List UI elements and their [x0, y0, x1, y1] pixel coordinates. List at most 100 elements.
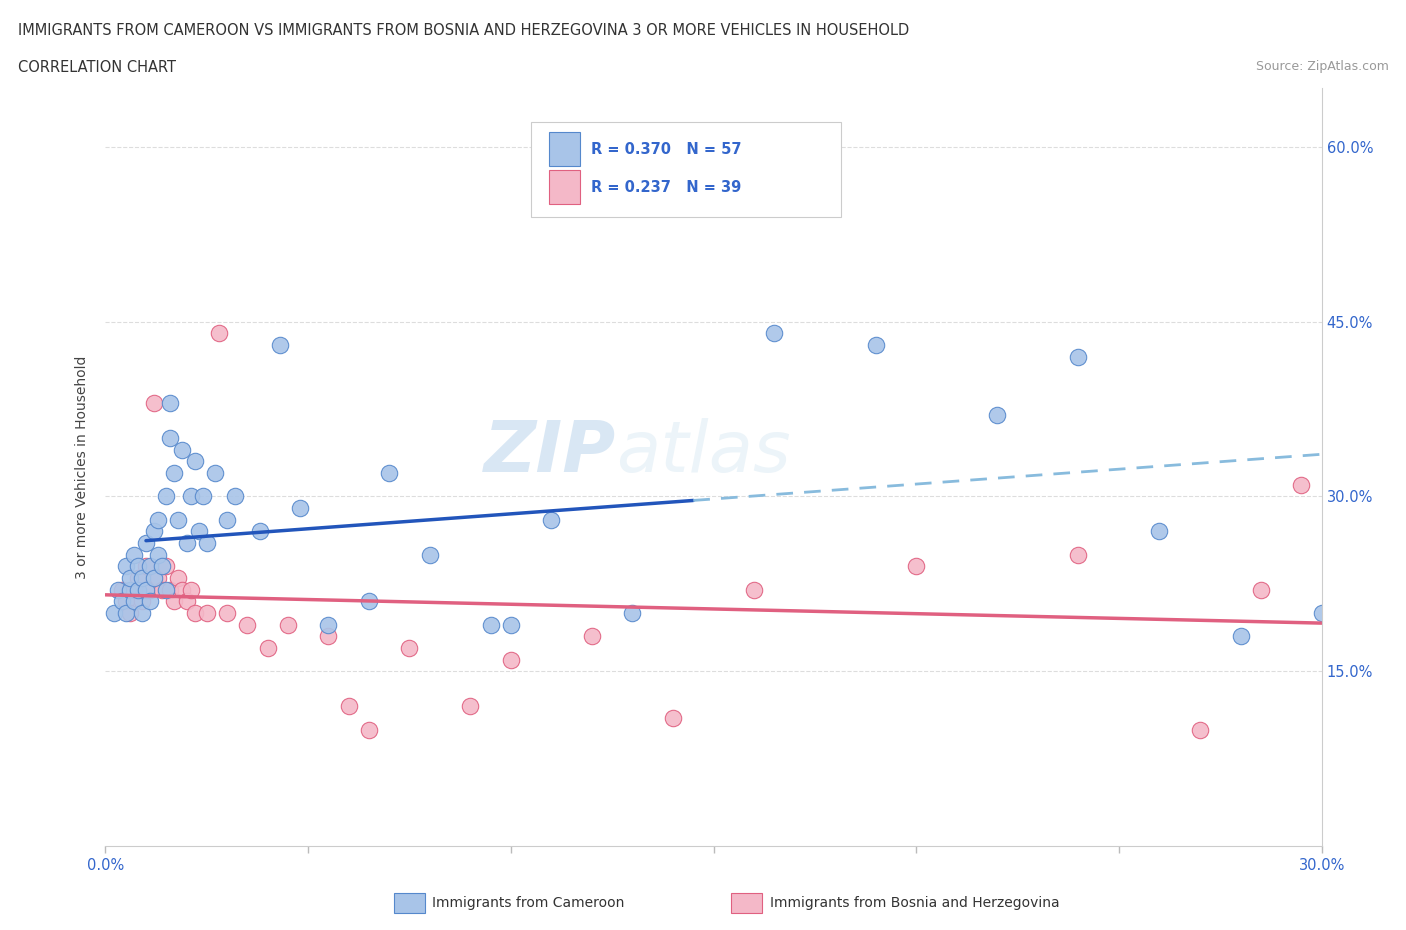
Point	[127, 571, 149, 586]
Point	[1310, 605, 1333, 620]
Text: R = 0.237   N = 39: R = 0.237 N = 39	[591, 180, 741, 195]
Point	[172, 582, 194, 597]
Point	[905, 559, 928, 574]
Point	[204, 466, 226, 481]
Point	[288, 500, 311, 515]
Point	[479, 618, 502, 632]
Point	[146, 548, 169, 563]
Point	[150, 559, 173, 574]
Point	[217, 512, 239, 527]
Point	[1189, 723, 1212, 737]
Point	[146, 512, 169, 527]
Point	[159, 582, 181, 597]
Text: Immigrants from Bosnia and Herzegovina: Immigrants from Bosnia and Herzegovina	[770, 896, 1060, 910]
Point	[159, 396, 181, 411]
Point	[167, 512, 190, 527]
Point	[176, 594, 198, 609]
Point	[155, 559, 177, 574]
FancyBboxPatch shape	[531, 123, 841, 218]
Point	[155, 582, 177, 597]
Point	[183, 454, 205, 469]
Point	[187, 524, 209, 538]
Text: atlas: atlas	[616, 418, 790, 486]
Point	[865, 338, 887, 352]
Point	[1291, 477, 1313, 492]
Point	[111, 594, 134, 609]
Point	[357, 594, 380, 609]
Point	[1250, 582, 1272, 597]
Point	[318, 629, 340, 644]
Point	[662, 711, 685, 725]
Point	[419, 548, 441, 563]
Point	[458, 699, 481, 714]
Point	[118, 605, 141, 620]
Point	[217, 605, 239, 620]
Point	[167, 571, 190, 586]
Text: CORRELATION CHART: CORRELATION CHART	[18, 60, 176, 75]
Point	[1229, 629, 1251, 644]
Point	[662, 151, 685, 166]
Point	[224, 489, 246, 504]
Point	[146, 571, 169, 586]
Point	[114, 559, 136, 574]
Point	[114, 605, 136, 620]
Point	[269, 338, 291, 352]
Point	[183, 605, 205, 620]
Point	[357, 723, 380, 737]
Bar	[550, 170, 579, 205]
Bar	[550, 132, 579, 166]
Point	[208, 326, 231, 340]
Point	[499, 618, 522, 632]
Point	[131, 605, 153, 620]
Point	[131, 571, 153, 586]
Point	[143, 571, 166, 586]
Point	[499, 652, 522, 667]
Text: R = 0.370   N = 57: R = 0.370 N = 57	[591, 142, 741, 157]
Point	[742, 582, 765, 597]
Point	[378, 466, 401, 481]
Point	[986, 407, 1008, 422]
Point	[195, 536, 218, 551]
Point	[163, 594, 186, 609]
Point	[107, 582, 129, 597]
Point	[139, 594, 162, 609]
Text: Immigrants from Cameroon: Immigrants from Cameroon	[432, 896, 624, 910]
Point	[180, 489, 202, 504]
Point	[163, 466, 186, 481]
Point	[318, 618, 340, 632]
Text: ZIP: ZIP	[484, 418, 616, 486]
Point	[150, 582, 173, 597]
Point	[122, 548, 145, 563]
Point	[143, 524, 166, 538]
Point	[1149, 524, 1171, 538]
Point	[135, 582, 157, 597]
Point	[1067, 548, 1090, 563]
Point	[143, 396, 166, 411]
Point	[118, 582, 141, 597]
Point	[236, 618, 259, 632]
Point	[139, 559, 162, 574]
Point	[122, 582, 145, 597]
Point	[118, 571, 141, 586]
Point	[191, 489, 214, 504]
Point	[176, 536, 198, 551]
Point	[172, 443, 194, 458]
Y-axis label: 3 or more Vehicles in Household: 3 or more Vehicles in Household	[76, 355, 90, 579]
Point	[127, 582, 149, 597]
Point	[398, 641, 420, 656]
Point	[256, 641, 278, 656]
Point	[135, 559, 157, 574]
Point	[159, 431, 181, 445]
Point	[195, 605, 218, 620]
Point	[103, 605, 125, 620]
Point	[540, 512, 562, 527]
Point	[131, 594, 153, 609]
Point	[139, 582, 162, 597]
Point	[114, 594, 136, 609]
Point	[180, 582, 202, 597]
Point	[277, 618, 299, 632]
Point	[122, 594, 145, 609]
Text: IMMIGRANTS FROM CAMEROON VS IMMIGRANTS FROM BOSNIA AND HERZEGOVINA 3 OR MORE VEH: IMMIGRANTS FROM CAMEROON VS IMMIGRANTS F…	[18, 23, 910, 38]
Point	[127, 559, 149, 574]
Point	[249, 524, 271, 538]
